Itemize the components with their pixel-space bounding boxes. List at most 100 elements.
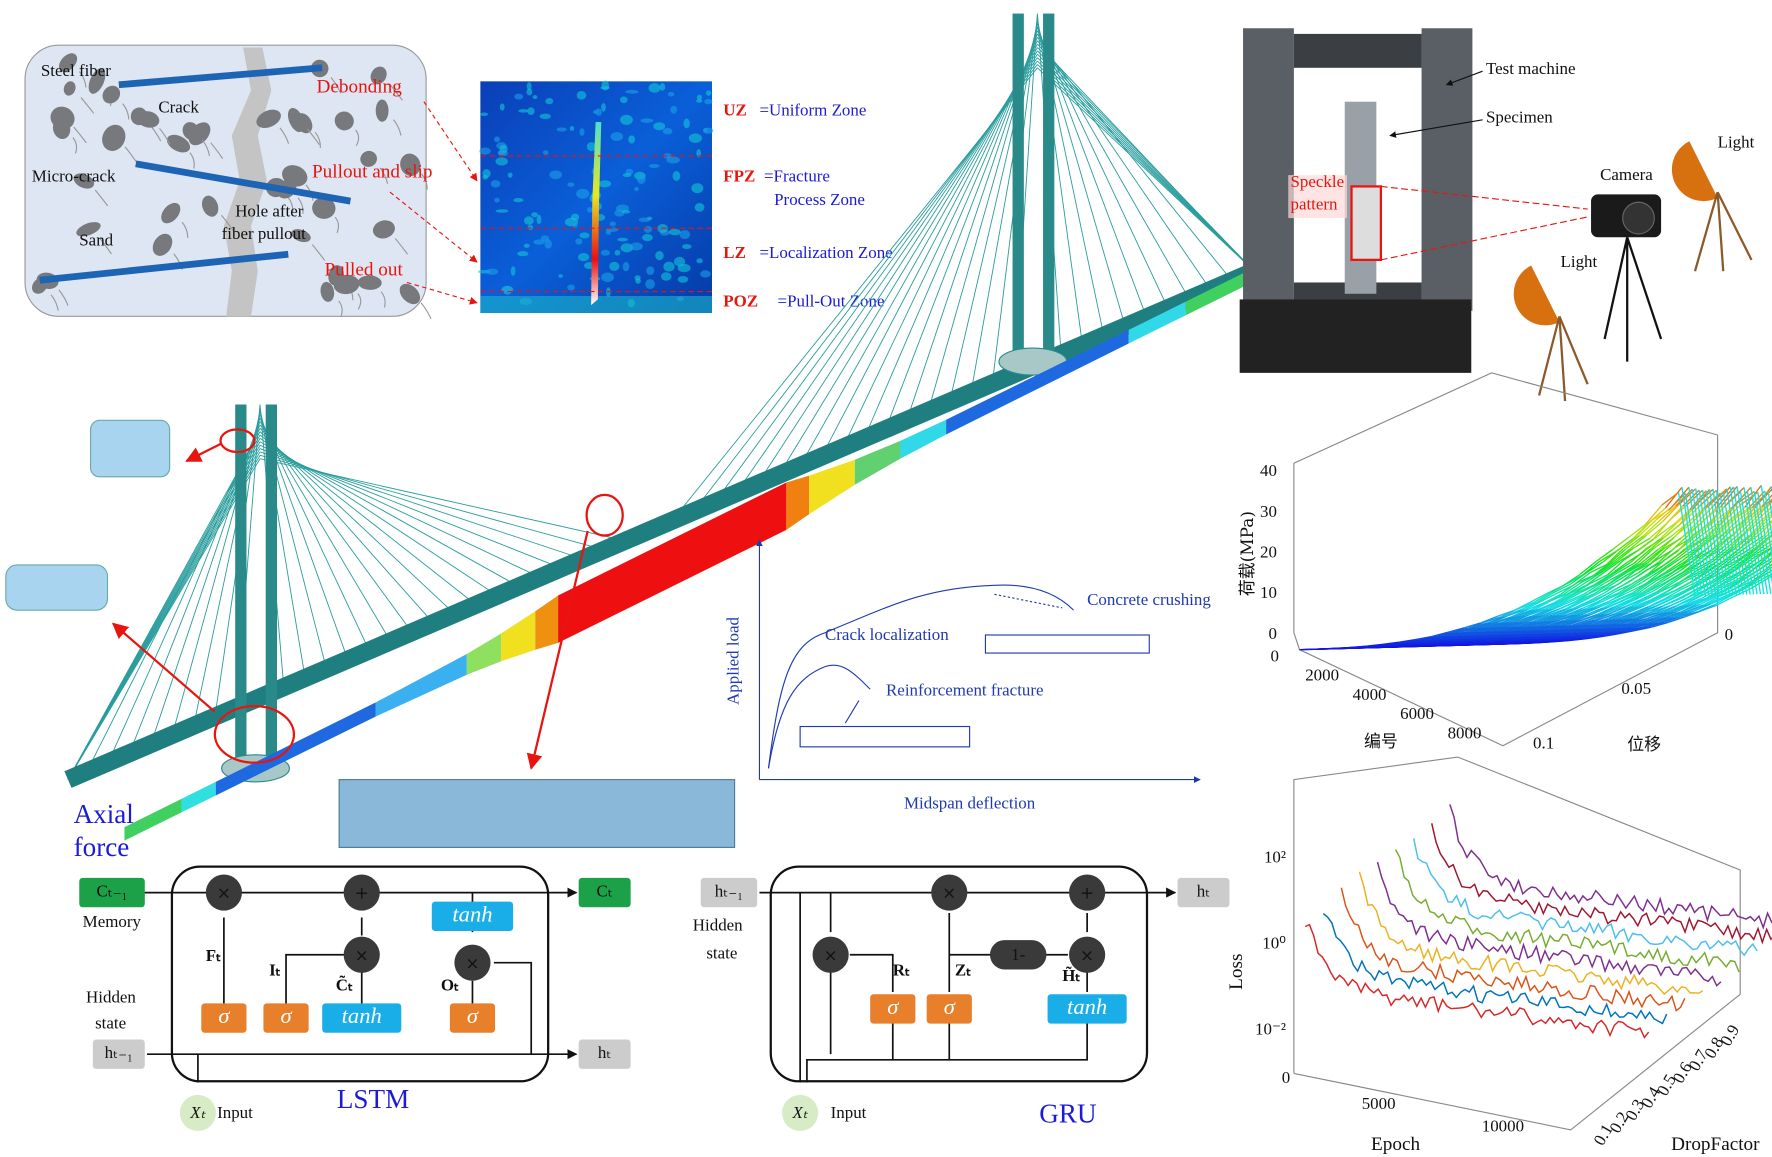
x-tick-label: 5000 (1362, 1094, 1396, 1113)
micro-crack (394, 238, 409, 255)
surface-line (1646, 617, 1664, 624)
micro-crack (80, 97, 95, 114)
surface-line (1668, 560, 1687, 572)
surface-line (1665, 505, 1684, 525)
surface-line (1579, 560, 1597, 576)
aggregate (312, 197, 336, 219)
label: Speckle (1290, 172, 1344, 191)
surface-line (1663, 537, 1682, 549)
surface-line (1696, 604, 1714, 613)
aggregate (137, 111, 160, 128)
gate (989, 940, 1047, 970)
micro-crack (314, 131, 321, 149)
surface-line (1582, 560, 1601, 576)
surface-line (1599, 560, 1618, 574)
surface-line (1564, 591, 1582, 602)
surface-line (1546, 620, 1564, 627)
speckle (558, 274, 563, 278)
surface-line (1570, 613, 1588, 621)
surface-line (1733, 588, 1751, 598)
speckle (705, 90, 712, 96)
surface-line (1671, 589, 1689, 600)
surface-line (1381, 641, 1399, 646)
x-tick-label: 6000 (1400, 704, 1434, 723)
surface-line (1586, 561, 1604, 574)
surface-line (1632, 537, 1651, 549)
surface-line (1745, 518, 1764, 533)
surface-line (1608, 611, 1626, 621)
input-node (179, 1094, 216, 1132)
speckle (621, 209, 631, 214)
surface-line (1598, 590, 1616, 602)
surface-line (1549, 614, 1567, 622)
micro-crack (58, 289, 69, 306)
surface-line (1647, 547, 1665, 564)
aggregate (320, 281, 335, 302)
surface-line (1619, 591, 1637, 600)
micro-crack (334, 216, 340, 234)
speckle (544, 239, 552, 249)
surface-line (1650, 590, 1668, 601)
surface-line (1547, 624, 1565, 631)
surface-line (1759, 520, 1772, 535)
speckle (532, 95, 538, 100)
cable (259, 458, 626, 542)
loss-line (1358, 871, 1704, 996)
aggregate (256, 109, 281, 129)
surface-line (1508, 614, 1526, 623)
surface-line (1623, 622, 1641, 629)
surface-line (1601, 618, 1619, 626)
surface-line (1749, 517, 1767, 536)
surface-line (1542, 614, 1560, 622)
surface-line (1629, 618, 1647, 624)
surface-line (1629, 534, 1647, 550)
speckle (576, 90, 587, 100)
gate-label: tanh (342, 1003, 382, 1028)
label: fiber pullout (222, 224, 306, 243)
surface-line (1601, 583, 1619, 592)
y-tick-label: 10² (1264, 848, 1286, 867)
surface-line (1758, 560, 1772, 571)
loss-line (1449, 804, 1772, 930)
surface-line (1609, 590, 1627, 602)
surface-line (1712, 547, 1731, 562)
gate (449, 1003, 496, 1033)
gate-label: σ (467, 1003, 479, 1028)
surface-line (1538, 632, 1556, 637)
cable (259, 427, 434, 624)
surface-line (1760, 485, 1772, 561)
surface-line (1510, 608, 1528, 618)
surface-line (1546, 585, 1564, 595)
surface-line (1505, 621, 1523, 628)
surface-line (1676, 508, 1694, 524)
surface-line (1764, 490, 1772, 541)
label: Debonding (317, 77, 403, 98)
surface-line (1712, 489, 1731, 596)
surface-line (1620, 562, 1638, 575)
speckle (610, 132, 624, 142)
surface-line (1540, 624, 1558, 631)
surface-line (1620, 622, 1637, 629)
surface-line (1503, 609, 1521, 618)
speckle (549, 170, 563, 180)
aggregate (50, 106, 75, 130)
surface-line (1548, 628, 1566, 634)
surface-line (1583, 572, 1601, 585)
aggregate (102, 124, 126, 151)
annotation: Concrete crushing (1087, 590, 1211, 609)
aggregate (76, 222, 101, 237)
surface-line (1703, 595, 1721, 606)
micro-crack (420, 302, 432, 320)
gate (322, 1003, 402, 1033)
surface-line (1715, 490, 1734, 596)
speckle (539, 113, 551, 120)
label: Hole after (235, 201, 304, 220)
speckle (524, 216, 534, 225)
surface-line (1616, 547, 1634, 562)
aggregate (88, 68, 106, 94)
y-tick-label: 10⁻² (1255, 1019, 1286, 1038)
surface-line (1495, 625, 1513, 632)
surface-line (1670, 610, 1688, 618)
surface-line (1480, 615, 1498, 624)
micro-crack (99, 237, 112, 255)
